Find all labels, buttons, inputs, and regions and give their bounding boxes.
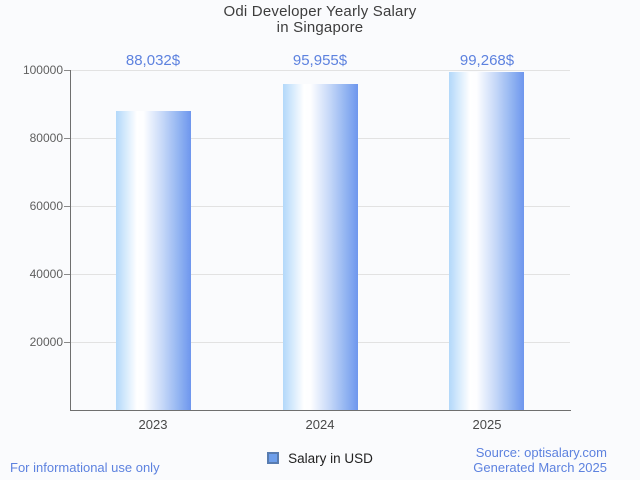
x-axis-line [70, 410, 571, 411]
y-tickmark-20000 [64, 342, 70, 343]
y-axis-line [70, 70, 71, 410]
footer-source-line: Source: optisalary.com [475, 445, 607, 460]
bar-value-label-2023: 88,032$ [125, 52, 181, 69]
bar-value-label-2025: 99,268$ [459, 52, 515, 69]
y-axis-label-100000: 100000 [22, 63, 63, 77]
y-axis-label-60000: 60000 [29, 199, 63, 213]
chart-title-line-1: Odi Developer Yearly Salary [223, 3, 417, 20]
x-axis-label-2024: 2024 [305, 417, 335, 432]
bar-2024[interactable] [283, 84, 358, 410]
y-axis-label-20000: 20000 [29, 335, 63, 349]
gridline-100000 [71, 70, 570, 71]
chart-title-line-2: in Singapore [276, 19, 364, 36]
x-axis-label-2023: 2023 [138, 417, 168, 432]
y-axis-label-80000: 80000 [29, 131, 63, 145]
legend-swatch-salary [267, 452, 280, 464]
footer-generated-line: Generated March 2025 [473, 460, 607, 475]
y-tickmark-60000 [64, 206, 70, 207]
y-tickmark-100000 [64, 70, 70, 71]
y-axis-label-40000: 40000 [29, 267, 63, 281]
legend[interactable]: Salary in USD [0, 449, 640, 467]
legend-label: Salary in USD [288, 450, 373, 466]
x-axis-label-2025: 2025 [472, 417, 502, 432]
bar-2023[interactable] [116, 111, 191, 410]
y-tickmark-80000 [64, 138, 70, 139]
chart-title: Odi Developer Yearly Salary in Singapore [0, 4, 640, 36]
footer-source-block: Source: optisalary.com Generated March 2… [473, 445, 607, 475]
bar-2025[interactable] [449, 72, 524, 410]
y-tickmark-40000 [64, 274, 70, 275]
bar-value-label-2024: 95,955$ [292, 52, 348, 69]
footer-disclaimer: For informational use only [10, 460, 160, 475]
